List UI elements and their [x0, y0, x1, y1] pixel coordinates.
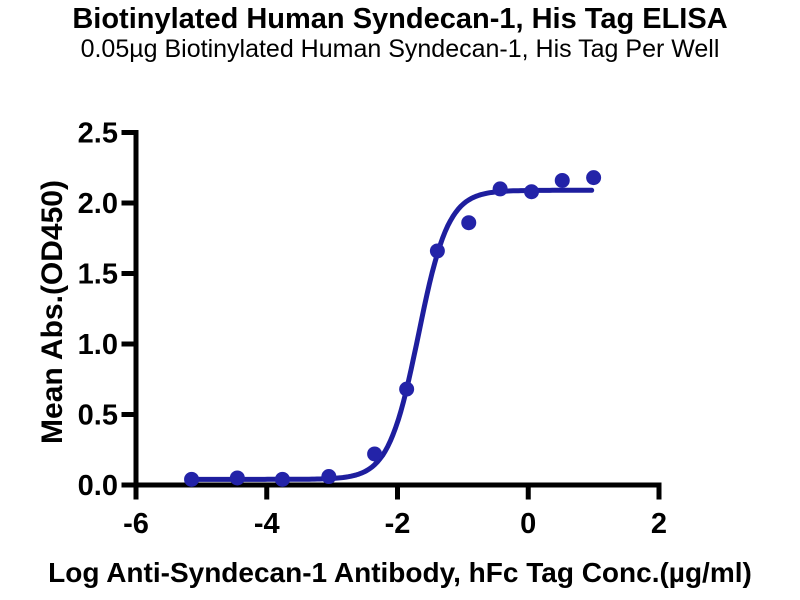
x-tick	[133, 487, 139, 500]
y-axis-line	[133, 130, 139, 488]
data-point	[461, 215, 477, 231]
y-tick	[121, 412, 134, 417]
chart-subtitle: 0.05µg Biotinylated Human Syndecan-1, Hi…	[80, 35, 720, 63]
fit-curve	[189, 187, 595, 482]
y-tick-label: 0.0	[78, 470, 118, 502]
data-point	[586, 170, 602, 186]
x-tick	[264, 487, 270, 500]
x-tick	[525, 487, 531, 500]
y-tick-label: 2.0	[78, 188, 118, 220]
y-tick	[121, 271, 134, 276]
y-tick-label: 1.5	[78, 259, 118, 291]
chart-title: Biotinylated Human Syndecan-1, His Tag E…	[72, 3, 728, 35]
y-tick-label: 0.5	[78, 400, 118, 432]
x-tick-label: 0	[520, 508, 536, 540]
data-point	[524, 184, 540, 200]
data-point	[492, 181, 508, 197]
x-tick	[656, 487, 662, 500]
y-tick	[121, 482, 134, 488]
y-tick	[121, 130, 134, 135]
x-tick-label: 2	[651, 508, 667, 540]
data-point	[399, 381, 415, 397]
y-tick-label: 2.5	[78, 118, 118, 150]
data-point	[367, 446, 383, 462]
y-tick	[121, 200, 134, 206]
y-tick	[121, 341, 134, 347]
x-axis-label: Log Anti-Syndecan-1 Antibody, hFc Tag Co…	[48, 557, 752, 588]
x-tick-label: -6	[123, 508, 149, 540]
x-axis-line	[133, 482, 662, 488]
data-point	[274, 471, 290, 487]
data-point	[229, 470, 245, 486]
data-point	[321, 469, 337, 485]
x-tick	[395, 487, 400, 500]
x-tick-label: -2	[385, 508, 411, 540]
data-point	[429, 243, 445, 259]
y-axis-label: Mean Abs.(OD450)	[36, 180, 69, 444]
data-point	[184, 471, 200, 487]
x-tick-label: -4	[254, 508, 280, 540]
data-point	[554, 172, 570, 188]
y-tick-label: 1.0	[78, 329, 118, 361]
